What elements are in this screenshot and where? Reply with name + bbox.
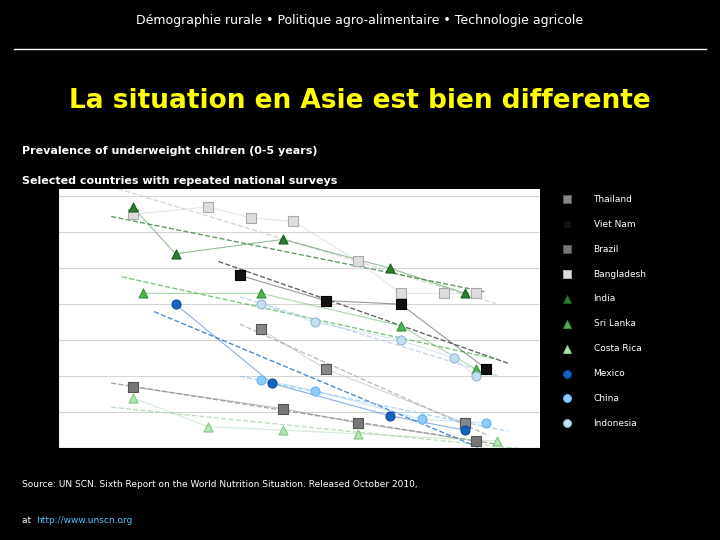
Point	[449, 354, 460, 362]
Text: Bangladesh: Bangladesh	[593, 269, 647, 279]
Point	[170, 300, 181, 308]
Text: at: at	[22, 516, 34, 525]
Point	[459, 289, 471, 298]
Point	[459, 418, 471, 427]
Text: Prevalence of underweight children (0-5 years): Prevalence of underweight children (0-5 …	[22, 146, 317, 156]
Point	[470, 372, 482, 381]
Text: Costa Rica: Costa Rica	[593, 344, 642, 353]
Point	[470, 289, 482, 298]
Text: India: India	[593, 294, 616, 303]
Point	[309, 386, 320, 395]
Point	[234, 271, 246, 280]
Text: Brazil: Brazil	[593, 245, 619, 254]
Point	[384, 264, 396, 273]
Point	[320, 364, 331, 373]
Point	[384, 411, 396, 420]
Point	[459, 426, 471, 435]
Point	[256, 325, 267, 334]
Text: Sri Lanka: Sri Lanka	[593, 319, 636, 328]
Text: http://www.unscn.org: http://www.unscn.org	[37, 516, 133, 525]
Text: China: China	[593, 394, 619, 403]
Point	[470, 437, 482, 445]
Point	[416, 415, 428, 424]
Point	[277, 235, 289, 244]
Point	[395, 289, 406, 298]
Point	[202, 202, 213, 211]
Text: .: .	[121, 516, 124, 525]
Text: Indonesia: Indonesia	[593, 419, 637, 428]
Point	[395, 321, 406, 330]
Text: Viet Nam: Viet Nam	[593, 220, 635, 229]
Point	[352, 429, 364, 438]
Text: Thailand: Thailand	[593, 195, 632, 204]
Point	[320, 296, 331, 305]
Point	[277, 426, 289, 435]
Point	[266, 379, 278, 388]
Point	[138, 289, 149, 298]
Point	[127, 394, 138, 402]
Point	[127, 383, 138, 391]
Point	[470, 364, 482, 373]
Point	[202, 422, 213, 431]
Point	[491, 437, 503, 445]
Point	[256, 375, 267, 384]
Point	[256, 300, 267, 308]
Point	[395, 300, 406, 308]
Text: La situation en Asie est bien differente: La situation en Asie est bien differente	[69, 88, 651, 114]
Text: Mexico: Mexico	[593, 369, 625, 378]
Text: Selected countries with repeated national surveys: Selected countries with repeated nationa…	[22, 176, 337, 186]
Point	[352, 418, 364, 427]
Point	[245, 213, 256, 222]
Point	[481, 364, 492, 373]
Point	[170, 249, 181, 258]
Text: Source: UN SCN. Sixth Report on the World Nutrition Situation. Released October : Source: UN SCN. Sixth Report on the Worl…	[22, 480, 417, 489]
Text: Démographie rurale • Politique agro-alimentaire • Technologie agricole: Démographie rurale • Politique agro-alim…	[136, 14, 584, 27]
Point	[352, 256, 364, 265]
Point	[277, 404, 289, 413]
Point	[395, 336, 406, 345]
Point	[127, 202, 138, 211]
Point	[288, 217, 300, 226]
Point	[309, 318, 320, 327]
Point	[438, 289, 449, 298]
Point	[256, 289, 267, 298]
Point	[481, 418, 492, 427]
Y-axis label: Prevalence %: Prevalence %	[22, 286, 32, 352]
Point	[127, 210, 138, 219]
